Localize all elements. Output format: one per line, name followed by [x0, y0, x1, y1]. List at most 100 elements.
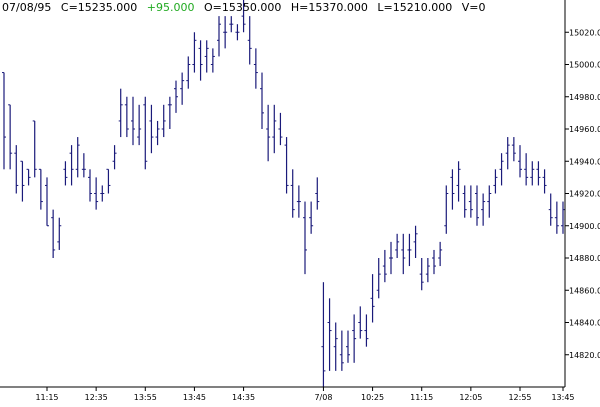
ohlc-bar — [278, 112, 283, 146]
ohlc-bar — [118, 88, 123, 138]
ohlc-bar — [143, 96, 148, 170]
ohlc-bar — [444, 185, 449, 234]
ohlc-bar — [174, 80, 178, 113]
info-low: L=15210.000 — [377, 1, 453, 14]
y-tick-label: 15000.0 — [569, 61, 600, 70]
ohlc-bar — [161, 104, 166, 138]
ohlc-bar — [247, 16, 252, 65]
ohlc-bar — [327, 298, 332, 371]
ohlc-bar — [303, 201, 307, 275]
ohlc-bar — [137, 104, 142, 146]
ohlc-bar — [438, 241, 443, 267]
ohlc-bar — [524, 153, 529, 186]
y-tick-label: 14820.0 — [569, 351, 600, 360]
ohlc-bar — [419, 258, 424, 291]
ohlc-bar — [284, 137, 289, 194]
ohlc-bar — [94, 177, 99, 210]
x-tick-label: 13:45 — [183, 393, 206, 402]
ohlc-bar — [63, 161, 68, 186]
ohlc-bar — [456, 161, 461, 202]
x-tick-label: 13:45 — [551, 393, 574, 402]
ohlc-bar — [210, 48, 215, 73]
ohlc-bar — [149, 104, 154, 154]
ohlc-bar — [352, 314, 357, 363]
ohlc-bar — [309, 201, 314, 234]
info-date: 07/08/95 — [2, 1, 52, 14]
ohlc-bar — [106, 168, 111, 194]
ohlc-bar — [554, 201, 559, 234]
ohlc-bar — [487, 185, 492, 218]
x-tick-label: 13:55 — [134, 393, 157, 402]
ohlc-bar — [432, 249, 436, 275]
info-open: O=15350.000 — [204, 1, 282, 14]
ohlc-bar — [518, 145, 522, 178]
x-tick-label: 14:35 — [232, 393, 255, 402]
ohlc-bar — [425, 258, 430, 283]
ohlc-bar — [462, 185, 467, 218]
ohlc-bar — [321, 282, 326, 387]
ohlc-bar — [290, 169, 295, 218]
y-tick-label: 14860.0 — [569, 286, 600, 295]
ohlc-bar — [192, 32, 197, 73]
ohlc-bar — [14, 145, 19, 194]
ohlc-bar — [530, 161, 535, 186]
ohlc-bar — [450, 169, 455, 210]
x-tick-label: 12:05 — [459, 393, 482, 402]
ohlc-bar — [45, 177, 49, 227]
ohlc-bar — [481, 193, 486, 226]
ohlc-bar — [260, 72, 264, 129]
x-tick-label: 10:25 — [361, 393, 384, 402]
ohlc-bar — [475, 185, 479, 226]
ohlc-bar — [8, 104, 13, 170]
ohlc-bar — [468, 185, 473, 218]
info-volume: V=0 — [461, 1, 486, 14]
ohlc-bar — [100, 185, 105, 202]
ohlc-bar — [223, 16, 228, 49]
ohlc-bar — [124, 96, 129, 138]
ohlc-bar — [358, 306, 363, 339]
ohlc-bar — [155, 120, 160, 146]
ohlc-bar — [38, 168, 43, 210]
ohlc-bar — [266, 104, 271, 162]
x-tick-label: 12:35 — [85, 393, 108, 402]
x-tick-label: 12:55 — [508, 393, 531, 402]
ohlc-bar — [346, 330, 350, 363]
ohlc-bar — [499, 153, 504, 186]
ohlc-bar — [511, 137, 516, 162]
y-tick-label: 14960.0 — [569, 125, 600, 134]
ohlc-bar — [561, 201, 565, 234]
ohlc-bar — [198, 40, 203, 81]
ohlc-bar — [401, 233, 406, 275]
y-tick-label: 14920.0 — [569, 190, 600, 199]
ohlc-bar — [413, 225, 418, 258]
ohlc-bar — [296, 185, 301, 218]
x-tick-label: 11:15 — [35, 393, 58, 402]
ohlc-bar — [395, 233, 400, 258]
ohlc-bar — [370, 274, 375, 323]
ohlc-bar — [333, 322, 338, 371]
ohlc-bar — [389, 241, 393, 275]
ohlc-bar — [382, 249, 387, 283]
y-tick-label: 14900.0 — [569, 222, 600, 231]
bars-layer — [2, 0, 565, 387]
ohlc-bar — [407, 233, 412, 267]
ohlc-bar — [26, 168, 31, 186]
ohlc-bar — [186, 56, 191, 89]
ohlc-bar — [548, 193, 553, 226]
y-tick-label: 14880.0 — [569, 254, 600, 263]
ohlc-bar — [536, 161, 541, 186]
info-close: C=15235.000 — [60, 1, 138, 14]
y-tick-label: 14980.0 — [569, 93, 600, 102]
ohlc-bar — [2, 72, 6, 170]
x-tick-label: 7/08 — [314, 393, 332, 402]
ohlc-bar — [88, 169, 92, 202]
ohlc-bar — [57, 217, 62, 250]
ohlc-bar — [32, 120, 37, 178]
ohlc-bar — [493, 169, 498, 194]
ohlc-bar — [131, 96, 135, 146]
ohlc-bar — [180, 72, 185, 105]
ohlc-bar — [272, 104, 277, 154]
ohlc-bar — [204, 40, 209, 73]
